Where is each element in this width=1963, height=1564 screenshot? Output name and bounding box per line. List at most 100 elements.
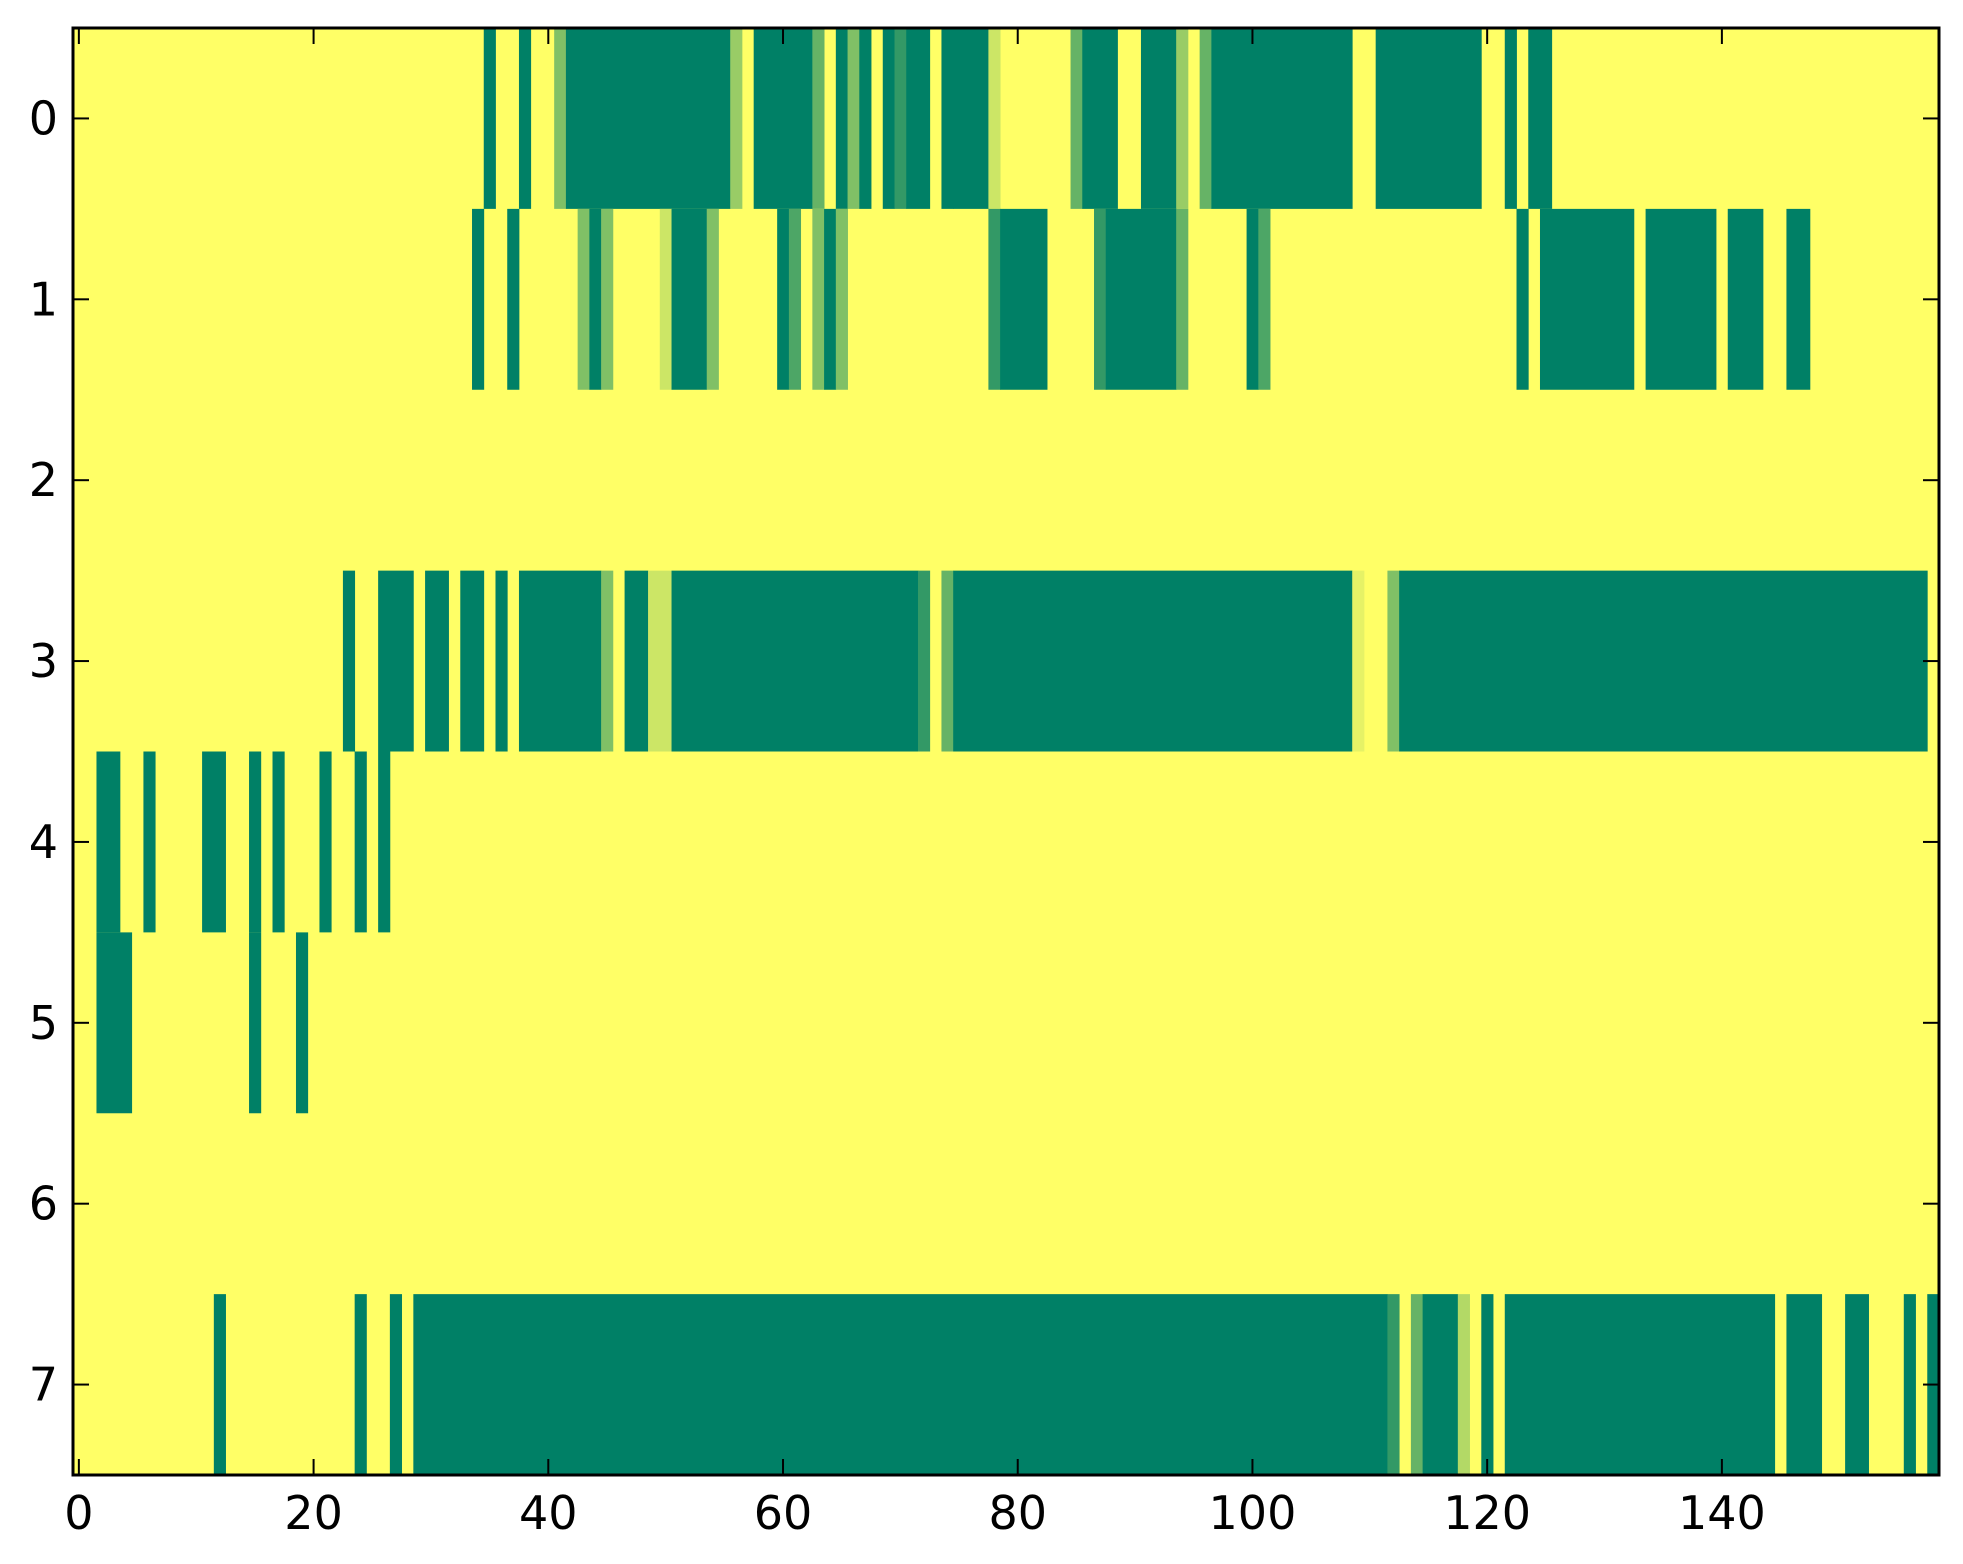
x-tick-label-140: 140 (1678, 1486, 1766, 1540)
heatmap-cell-row0-21 (1211, 28, 1353, 209)
heatmap-cell-row1-18 (1246, 208, 1259, 390)
heatmap-cell-row3-6 (601, 570, 614, 752)
heatmap-cell-row7-2 (389, 1294, 403, 1476)
x-tick-label-60: 60 (754, 1486, 813, 1540)
heatmap-cell-row5-1 (249, 932, 262, 1114)
heatmap-cell-row3-14 (1387, 570, 1400, 752)
heatmap-cell-row4-2 (202, 751, 226, 933)
heatmap-cell-row0-3 (565, 28, 731, 209)
heatmap-cell-row0-12 (906, 28, 931, 209)
y-tick-label-6: 6 (29, 1177, 58, 1231)
heatmap-cell-row7-12 (1903, 1294, 1916, 1476)
heatmap-cell-row7-4 (1387, 1294, 1400, 1476)
y-tick-label-0: 0 (29, 91, 58, 145)
heatmap-cell-row5-2 (295, 932, 309, 1114)
heatmap-cell-row1-17 (1176, 208, 1189, 390)
heatmap-cell-row3-10 (917, 570, 931, 752)
axis-ticks (73, 28, 1939, 1475)
heatmap-cell-row4-7 (378, 751, 391, 933)
heatmap-cell-row1-23 (1727, 208, 1764, 390)
y-tick-labels: 0 1 2 3 4 5 6 7 (29, 91, 58, 1411)
heatmap-cell-row0-13 (941, 28, 954, 209)
plot-frame (71, 26, 1941, 1477)
heatmap-cell-row1-8 (777, 208, 790, 390)
heatmap-cell-row0-10 (882, 28, 895, 209)
heatmap-cell-row4-5 (319, 751, 332, 933)
heatmap-cell-row4-4 (272, 751, 285, 933)
heatmap-cell-row7-7 (1457, 1294, 1470, 1476)
heatmap-cell-row3-15 (1399, 570, 1928, 752)
x-tick-label-40: 40 (519, 1486, 578, 1540)
heatmap-cell-row4-3 (249, 751, 262, 933)
y-tick-label-5: 5 (29, 996, 58, 1050)
x-tick-label-0: 0 (64, 1486, 93, 1540)
heatmap-cells (96, 28, 1940, 1476)
heatmap-cell-row3-5 (518, 570, 602, 752)
heatmap-cell-row3-13 (1352, 570, 1365, 752)
heatmap-cell-row1-16 (1105, 208, 1177, 390)
heatmap-cell-row1-13 (988, 208, 1001, 390)
heatmap-cell-row0-23 (1504, 28, 1517, 209)
heatmap-cell-row3-3 (460, 570, 485, 752)
heatmap-cell-row1-11 (824, 208, 837, 390)
heatmap-cell-row1-3 (589, 208, 602, 390)
heatmap-cell-row5-0 (96, 932, 133, 1114)
heatmap-cell-row1-5 (659, 208, 672, 390)
heatmap-cell-row0-22 (1375, 28, 1482, 209)
heatmap-cell-row1-20 (1516, 208, 1529, 390)
heatmap-cell-row3-8 (648, 570, 672, 752)
heatmap-cell-row7-1 (354, 1294, 367, 1476)
y-tick-label-1: 1 (29, 272, 58, 326)
heatmap-cell-row0-2 (554, 28, 567, 209)
heatmap-cell-row3-12 (953, 570, 1353, 752)
heatmap-cell-row0-9 (859, 28, 872, 209)
x-tick-label-20: 20 (284, 1486, 343, 1540)
heatmap-cell-row7-10 (1786, 1294, 1823, 1476)
y-tick-label-7: 7 (29, 1358, 58, 1412)
heatmap-cell-row0-5 (753, 28, 813, 209)
heatmap-cell-row0-14 (953, 28, 989, 209)
heatmap-cell-row1-10 (812, 208, 825, 390)
heatmap-cell-row0-19 (1176, 28, 1189, 209)
heatmap-cell-row3-9 (671, 570, 919, 752)
heatmap-cell-row0-1 (518, 28, 532, 209)
heatmap-cell-row0-20 (1199, 28, 1212, 209)
heatmap-cell-row7-6 (1422, 1294, 1459, 1476)
heatmap-cell-row3-2 (425, 570, 449, 752)
x-tick-labels: 0 20 40 60 80 100 120 140 (64, 1486, 1766, 1540)
heatmap-cell-row1-14 (1000, 208, 1048, 390)
heatmap-cell-row1-4 (601, 208, 614, 390)
heatmap-cell-row0-4 (730, 28, 743, 209)
heatmap-cell-row1-9 (788, 208, 802, 390)
heatmap-cell-row1-21 (1539, 208, 1635, 390)
y-tick-label-2: 2 (29, 453, 58, 507)
heatmap-cell-row0-17 (1082, 28, 1118, 209)
y-tick-label-3: 3 (29, 634, 58, 688)
heatmap-cell-row0-16 (1070, 28, 1083, 209)
heatmap-cell-row1-12 (835, 208, 848, 390)
heatmap-cell-row7-3 (413, 1294, 1388, 1476)
heatmap-cell-row4-1 (143, 751, 156, 933)
heatmap-cell-row1-22 (1645, 208, 1717, 390)
heatmap-cell-row7-9 (1504, 1294, 1776, 1476)
heatmap-cell-row1-19 (1258, 208, 1271, 390)
heatmap-cell-row1-15 (1094, 208, 1107, 390)
x-tick-label-80: 80 (988, 1486, 1047, 1540)
heatmap-cell-row4-0 (96, 751, 121, 933)
heatmap-cell-row0-15 (988, 28, 1001, 209)
heatmap-cell-row7-11 (1845, 1294, 1869, 1476)
heatmap-cell-row1-1 (507, 208, 520, 390)
heatmap-cell-row0-8 (847, 28, 860, 209)
heatmap-cell-row0-18 (1140, 28, 1177, 209)
heatmap-cell-row1-24 (1786, 208, 1811, 390)
y-tick-label-4: 4 (29, 815, 58, 869)
heatmap-cell-row1-6 (671, 208, 708, 390)
heatmap-cell-row3-0 (342, 570, 356, 752)
heatmap-cell-row3-1 (378, 570, 414, 752)
x-tick-label-120: 120 (1443, 1486, 1531, 1540)
heatmap-cell-row0-0 (483, 28, 496, 209)
heatmap-cell-row7-8 (1481, 1294, 1494, 1476)
heatmap-cell-row3-4 (495, 570, 508, 752)
x-tick-label-100: 100 (1209, 1486, 1297, 1540)
